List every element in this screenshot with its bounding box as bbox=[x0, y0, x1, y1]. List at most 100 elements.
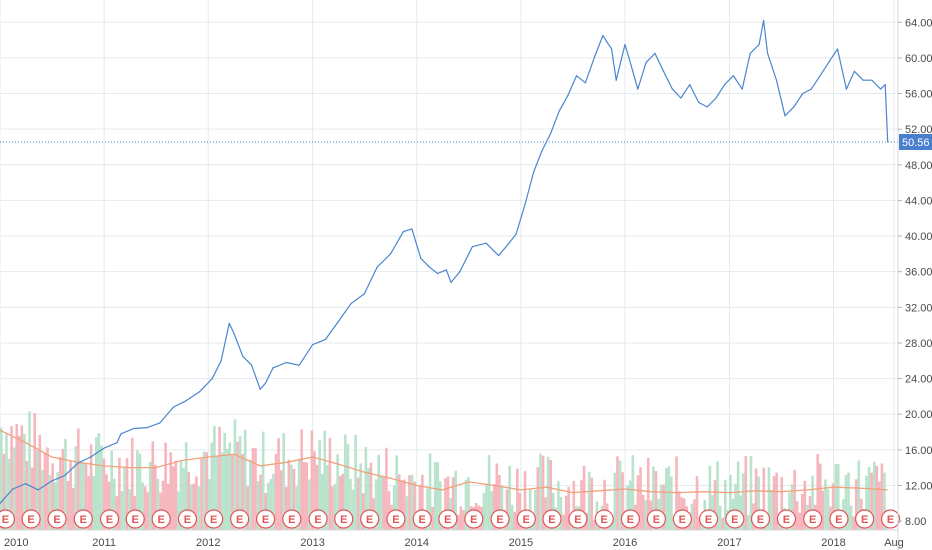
volume-bar bbox=[128, 489, 131, 530]
grid bbox=[0, 0, 898, 530]
earnings-marker[interactable]: E bbox=[125, 509, 145, 529]
earnings-marker-circle[interactable] bbox=[73, 509, 93, 529]
earnings-marker-circle[interactable] bbox=[855, 509, 875, 529]
earnings-marker-circle[interactable] bbox=[412, 509, 432, 529]
earnings-marker-circle[interactable] bbox=[0, 509, 16, 529]
earnings-marker[interactable]: E bbox=[282, 509, 302, 529]
earnings-marker[interactable]: E bbox=[620, 509, 641, 529]
earnings-marker[interactable]: E bbox=[568, 509, 588, 529]
earnings-marker-letter: E bbox=[392, 514, 399, 526]
earnings-marker[interactable]: E bbox=[542, 509, 562, 529]
earnings-marker[interactable]: E bbox=[334, 509, 354, 529]
earnings-marker[interactable]: E bbox=[177, 509, 198, 529]
volume-bar bbox=[467, 477, 470, 530]
volume-bar bbox=[541, 455, 545, 530]
volume-bar bbox=[261, 431, 265, 530]
earnings-marker-letter: E bbox=[158, 514, 165, 526]
volume-bar bbox=[33, 413, 36, 530]
earnings-marker[interactable]: E bbox=[360, 509, 380, 529]
volume-bar bbox=[641, 494, 645, 530]
earnings-marker[interactable]: E bbox=[308, 509, 328, 529]
earnings-marker[interactable]: E bbox=[438, 509, 458, 529]
earnings-marker[interactable]: E bbox=[464, 509, 484, 529]
earnings-marker[interactable]: E bbox=[698, 509, 719, 529]
earnings-marker-circle[interactable] bbox=[750, 509, 771, 529]
earnings-marker[interactable]: E bbox=[230, 509, 250, 529]
earnings-marker[interactable]: E bbox=[151, 509, 171, 529]
earnings-marker[interactable]: E bbox=[516, 509, 536, 529]
earnings-marker[interactable]: E bbox=[855, 509, 875, 529]
earnings-marker-circle[interactable] bbox=[360, 509, 380, 529]
earnings-marker-circle[interactable] bbox=[308, 509, 328, 529]
earnings-marker[interactable]: E bbox=[412, 509, 432, 529]
earnings-marker-circle[interactable] bbox=[594, 509, 614, 529]
earnings-marker-circle[interactable] bbox=[568, 509, 588, 529]
earnings-marker-circle[interactable] bbox=[230, 509, 250, 529]
earnings-marker[interactable]: E bbox=[73, 509, 93, 529]
earnings-marker[interactable]: E bbox=[47, 509, 67, 529]
earnings-marker[interactable]: E bbox=[829, 509, 849, 529]
volume-bar bbox=[295, 486, 298, 530]
volume-bar bbox=[426, 488, 429, 530]
price-point bbox=[880, 88, 882, 90]
earnings-marker-circle[interactable] bbox=[880, 509, 901, 529]
earnings-marker[interactable]: E bbox=[776, 509, 797, 529]
volume-bar bbox=[367, 467, 370, 530]
earnings-marker-circle[interactable] bbox=[698, 509, 719, 529]
earnings-marker-circle[interactable] bbox=[803, 509, 823, 529]
earnings-marker[interactable]: E bbox=[99, 509, 120, 529]
earnings-marker[interactable]: E bbox=[490, 509, 510, 529]
y-tick-label: 8.00 bbox=[905, 516, 926, 528]
earnings-marker-circle[interactable] bbox=[47, 509, 67, 529]
earnings-marker-circle[interactable] bbox=[542, 509, 562, 529]
earnings-marker-circle[interactable] bbox=[646, 509, 666, 529]
earnings-marker[interactable]: E bbox=[750, 509, 771, 529]
volume-bar bbox=[290, 464, 293, 530]
earnings-marker-circle[interactable] bbox=[776, 509, 797, 529]
earnings-marker-circle[interactable] bbox=[21, 509, 41, 529]
volume-bar bbox=[824, 479, 827, 530]
price-point bbox=[871, 79, 873, 81]
earnings-marker[interactable]: E bbox=[386, 509, 406, 529]
earnings-marker[interactable]: E bbox=[204, 509, 224, 529]
earnings-marker[interactable]: E bbox=[803, 509, 823, 529]
volume-bar bbox=[713, 479, 717, 530]
volume-bar bbox=[287, 459, 291, 530]
volume-bar bbox=[210, 442, 214, 530]
volume-bar bbox=[564, 495, 568, 530]
earnings-marker-circle[interactable] bbox=[386, 509, 406, 529]
price-point bbox=[63, 475, 66, 477]
earnings-marker[interactable]: E bbox=[594, 509, 614, 529]
earnings-marker-circle[interactable] bbox=[725, 509, 745, 529]
earnings-marker-circle[interactable] bbox=[125, 509, 145, 529]
earnings-marker-circle[interactable] bbox=[99, 509, 120, 529]
earnings-marker[interactable]: E bbox=[646, 509, 666, 529]
earnings-marker-circle[interactable] bbox=[672, 509, 692, 529]
earnings-marker-circle[interactable] bbox=[464, 509, 484, 529]
earnings-marker[interactable]: E bbox=[672, 509, 692, 529]
volume-bar bbox=[436, 462, 440, 530]
earnings-marker-circle[interactable] bbox=[255, 509, 276, 529]
time-axis[interactable]: 2010 2011 2012 2013 2014 2015 2016 2017 2018 Aug bbox=[0, 529, 904, 549]
earnings-marker[interactable]: E bbox=[21, 509, 41, 529]
earnings-marker[interactable]: E bbox=[880, 509, 901, 529]
volume-bar bbox=[146, 492, 149, 530]
price-point bbox=[884, 84, 886, 86]
earnings-marker[interactable]: E bbox=[255, 509, 276, 529]
price-axis[interactable]: 8.00 12.00 16.00 20.00 24.00 28.00 32.00 36.00 4… bbox=[897, 0, 932, 550]
earnings-marker-circle[interactable] bbox=[177, 509, 198, 529]
earnings-marker-circle[interactable] bbox=[620, 509, 641, 529]
earnings-marker-circle[interactable] bbox=[516, 509, 536, 529]
earnings-marker[interactable]: E bbox=[725, 509, 745, 529]
earnings-marker[interactable]: E bbox=[0, 509, 16, 529]
earnings-marker-circle[interactable] bbox=[490, 509, 510, 529]
earnings-marker-circle[interactable] bbox=[438, 509, 458, 529]
earnings-marker-circle[interactable] bbox=[151, 509, 171, 529]
earnings-marker-circle[interactable] bbox=[282, 509, 302, 529]
earnings-marker-circle[interactable] bbox=[334, 509, 354, 529]
earnings-marker-circle[interactable] bbox=[829, 509, 849, 529]
earnings-marker-circle[interactable] bbox=[204, 509, 224, 529]
